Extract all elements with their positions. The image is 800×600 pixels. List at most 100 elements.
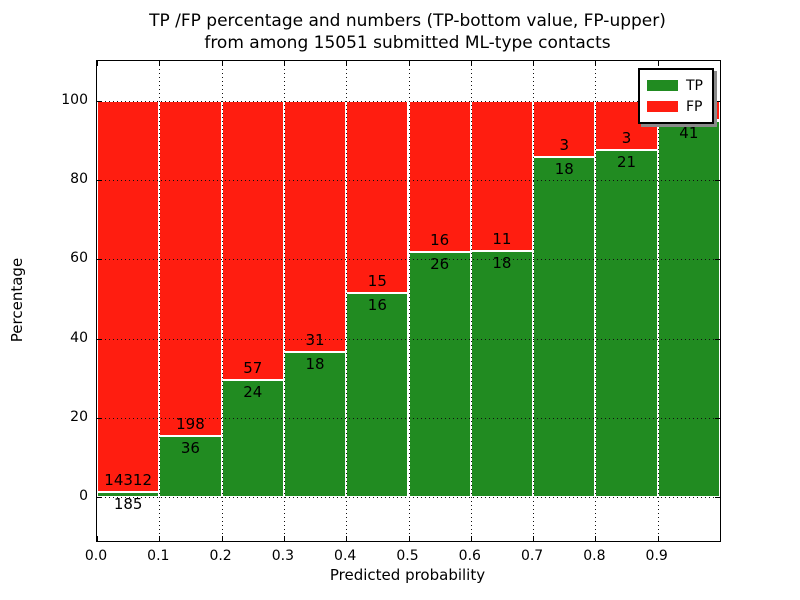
bar-fp-count-label: 31 bbox=[305, 330, 325, 349]
bar-tp-segment bbox=[283, 351, 347, 498]
chart-title: TP /FP percentage and numbers (TP-bottom… bbox=[96, 10, 719, 54]
y-tick-label: 40 bbox=[70, 329, 88, 346]
bar-fp-segment bbox=[221, 100, 284, 380]
x-tick-mark-top bbox=[346, 61, 348, 66]
y-tick-mark bbox=[97, 259, 102, 261]
bar-fp-count-label: 57 bbox=[243, 358, 263, 377]
tp-color-swatch bbox=[647, 80, 678, 91]
gridline-vertical bbox=[408, 61, 410, 541]
x-tick-mark bbox=[408, 536, 410, 541]
bar-fp-segment bbox=[283, 100, 347, 352]
bar-tp-segment bbox=[408, 251, 471, 498]
legend-item-fp: FP bbox=[647, 96, 703, 117]
x-tick-mark-top bbox=[221, 61, 223, 66]
legend-label-fp: FP bbox=[686, 98, 703, 115]
x-tick-label: 0.2 bbox=[209, 548, 232, 564]
bar-tp-segment bbox=[346, 292, 409, 498]
gridline-vertical bbox=[657, 61, 659, 541]
x-tick-label: 0.5 bbox=[396, 548, 419, 564]
x-tick-mark-top bbox=[97, 61, 98, 66]
bar-tp-segment bbox=[97, 492, 160, 498]
legend: TP FP bbox=[638, 68, 714, 124]
x-tick-label: 0.7 bbox=[520, 548, 544, 564]
bar-fp-count-label: 11 bbox=[492, 230, 512, 249]
x-tick-label: 0.6 bbox=[458, 548, 481, 564]
x-tick-mark-top bbox=[720, 61, 721, 66]
y-tick-mark bbox=[97, 497, 102, 499]
bar-tp-count-label: 41 bbox=[679, 123, 699, 142]
y-tick-mark bbox=[97, 100, 102, 102]
x-tick-mark bbox=[470, 536, 472, 541]
bar-fp-segment bbox=[470, 100, 534, 251]
y-tick-mark-right bbox=[715, 259, 720, 261]
gridline-vertical bbox=[595, 61, 597, 541]
y-tick-label: 80 bbox=[70, 171, 88, 187]
y-tick-mark-right bbox=[715, 338, 720, 340]
bar-fp-count-label: 198 bbox=[176, 415, 205, 434]
x-tick-mark bbox=[595, 536, 597, 541]
bar-tp-segment bbox=[595, 150, 658, 498]
y-tick-mark bbox=[97, 180, 102, 181]
x-tick-mark-top bbox=[408, 61, 410, 66]
bar-fp-count-label: 15 bbox=[367, 271, 387, 290]
bar-tp-count-label: 18 bbox=[554, 160, 574, 179]
bar-fp-count-label: 3 bbox=[621, 129, 632, 148]
y-tick-label: 0 bbox=[79, 488, 88, 505]
x-tick-label: 0.4 bbox=[334, 548, 357, 564]
gridline-vertical bbox=[470, 61, 472, 541]
x-tick-mark-top bbox=[533, 61, 535, 66]
legend-label-tp: TP bbox=[686, 77, 703, 94]
x-tick-mark bbox=[720, 536, 721, 541]
legend-item-tp: TP bbox=[647, 75, 703, 96]
x-tick-mark-top bbox=[159, 61, 161, 66]
bar-tp-count-label: 18 bbox=[492, 254, 512, 273]
y-tick-mark-right bbox=[715, 180, 720, 181]
y-tick-label: 20 bbox=[70, 409, 88, 426]
y-tick-label: 100 bbox=[61, 91, 88, 108]
x-tick-mark bbox=[97, 536, 98, 541]
y-tick-mark bbox=[97, 338, 102, 340]
y-tick-mark-right bbox=[715, 418, 720, 420]
bar-tp-segment bbox=[159, 436, 222, 498]
bar-fp-segment bbox=[97, 100, 160, 493]
bar-fp-segment bbox=[533, 100, 596, 158]
x-tick-mark-top bbox=[283, 61, 285, 66]
bar-fp-count-label: 14312 bbox=[104, 471, 152, 490]
x-tick-label: 0.9 bbox=[645, 548, 668, 564]
x-tick-mark bbox=[346, 536, 348, 541]
y-tick-mark-right bbox=[715, 497, 720, 499]
x-tick-label: 0.1 bbox=[147, 548, 170, 564]
bar-tp-count-label: 36 bbox=[180, 439, 200, 458]
bar-fp-segment bbox=[159, 100, 222, 437]
bar-fp-segment bbox=[346, 100, 409, 293]
x-tick-mark bbox=[159, 536, 161, 541]
x-tick-mark-top bbox=[657, 61, 659, 66]
x-tick-mark bbox=[657, 536, 659, 541]
x-axis-label: Predicted probability bbox=[329, 566, 486, 584]
chart-title-line1: TP /FP percentage and numbers (TP-bottom… bbox=[149, 11, 666, 31]
y-tick-mark bbox=[97, 418, 102, 420]
x-tick-label: 0.0 bbox=[84, 548, 108, 564]
bar-fp-count-label: 3 bbox=[559, 136, 570, 155]
bar-tp-segment bbox=[657, 120, 720, 498]
x-tick-mark-top bbox=[595, 61, 597, 66]
gridline-vertical bbox=[283, 61, 285, 541]
bar-tp-count-label: 185 bbox=[113, 495, 143, 514]
y-axis-label: Percentage bbox=[8, 257, 26, 343]
x-tick-label: 0.3 bbox=[271, 548, 295, 564]
y-tick-label: 60 bbox=[70, 250, 88, 267]
gridline-vertical bbox=[533, 61, 535, 541]
x-tick-mark bbox=[533, 536, 535, 541]
fp-color-swatch bbox=[647, 101, 678, 112]
bar-tp-segment bbox=[533, 157, 596, 498]
x-tick-mark bbox=[283, 536, 285, 541]
bar-fp-count-label: 16 bbox=[430, 230, 450, 249]
chart-title-line2: from among 15051 submitted ML-type conta… bbox=[204, 33, 611, 53]
bar-fp-segment bbox=[408, 100, 471, 252]
bar-tp-count-label: 18 bbox=[305, 354, 325, 373]
bar-tp-count-label: 16 bbox=[367, 295, 387, 314]
bar-tp-segment bbox=[470, 251, 534, 498]
gridline-vertical bbox=[346, 61, 348, 541]
plot-area: TP FP 14312 185 198 36 57 24 31 18 15 16 16 26 11 18 3… bbox=[96, 60, 721, 542]
